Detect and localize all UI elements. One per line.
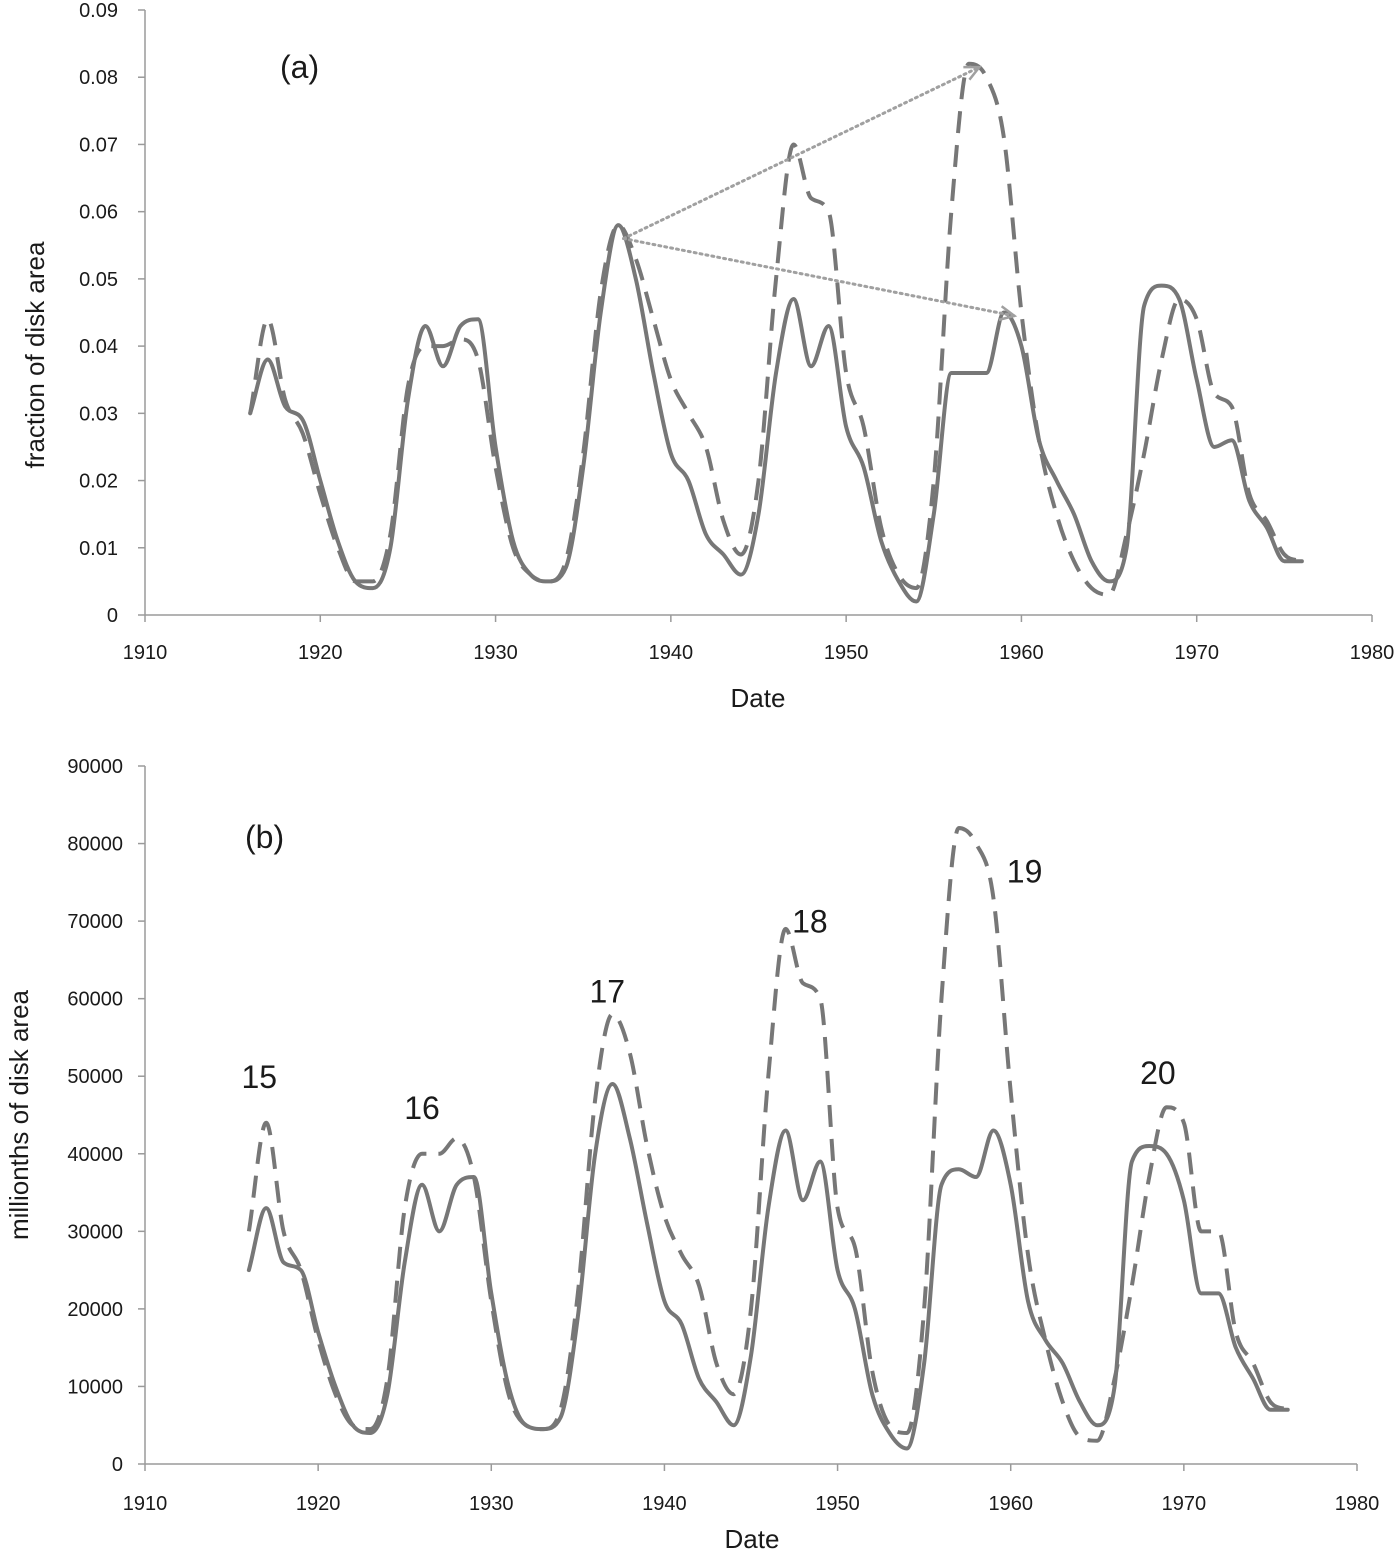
y-tick-label: 0 xyxy=(107,605,118,627)
y-axis-title-b: millionths of disk area xyxy=(4,989,34,1240)
series-solid-line xyxy=(246,1081,1290,1451)
x-axis-title-a: Date xyxy=(731,683,786,713)
y-tick-label: 0.02 xyxy=(79,471,118,493)
y-tick-label: 40000 xyxy=(67,1144,123,1166)
x-tick-label: 1970 xyxy=(1162,1493,1207,1515)
x-tick-label: 1910 xyxy=(123,642,168,664)
y-tick-label: 0.06 xyxy=(79,202,118,224)
panel-label-b: (b) xyxy=(245,819,284,855)
y-tick-label: 90000 xyxy=(67,756,123,778)
series-dashed-line xyxy=(246,826,1289,1443)
annotation-arrow-line xyxy=(622,237,1016,318)
cycle-label: 20 xyxy=(1140,1055,1176,1091)
x-tick-label: 1960 xyxy=(988,1493,1033,1515)
x-tick-label: 1940 xyxy=(649,642,694,664)
chart-panel-a: (a) fraction of disk area Date 0 0.01 0.02… xyxy=(20,0,1394,713)
y-axis-title-a: fraction of disk area xyxy=(20,241,50,468)
cycle-label: 15 xyxy=(241,1059,277,1095)
x-tick-label: 1940 xyxy=(642,1493,687,1515)
y-tick-label: 0.09 xyxy=(79,0,118,22)
y-tick-label: 50000 xyxy=(67,1066,123,1088)
y-tick-label: 70000 xyxy=(67,911,123,933)
x-tick-label: 1930 xyxy=(469,1493,514,1515)
cycle-label: 17 xyxy=(589,974,625,1010)
chart-panel-b: (b) millionths of disk area Date 0 10000 2… xyxy=(4,756,1379,1551)
x-tick-label: 1970 xyxy=(1174,642,1219,664)
cycle-label: 19 xyxy=(1007,853,1043,889)
series-solid-line xyxy=(248,223,1304,604)
annotation-arrowhead xyxy=(998,305,1018,322)
x-axis-title-b: Date xyxy=(725,1524,780,1551)
y-tick-label: 0.05 xyxy=(79,269,118,291)
x-tick-label: 1930 xyxy=(473,642,518,664)
y-tick-label: 20000 xyxy=(67,1299,123,1321)
annotation-arrow-line xyxy=(622,65,981,241)
x-tick-label: 1920 xyxy=(298,642,343,664)
y-tick-label: 0.07 xyxy=(79,134,118,156)
y-tick-label: 0.01 xyxy=(79,538,118,560)
y-tick-label: 0 xyxy=(112,1454,123,1476)
series-dashed-line xyxy=(248,61,1303,597)
y-tick-label: 60000 xyxy=(67,989,123,1011)
y-tick-label: 0.04 xyxy=(79,336,118,358)
y-tick-label: 0.03 xyxy=(79,403,118,425)
panel-label-a: (a) xyxy=(280,49,319,85)
x-tick-label: 1950 xyxy=(824,642,869,664)
y-tick-label: 30000 xyxy=(67,1221,123,1243)
cycle-label: 16 xyxy=(404,1090,440,1126)
y-tick-label: 10000 xyxy=(67,1376,123,1398)
x-tick-label: 1960 xyxy=(999,642,1044,664)
x-tick-label: 1920 xyxy=(296,1493,341,1515)
x-tick-label: 1980 xyxy=(1335,1493,1380,1515)
x-tick-label: 1950 xyxy=(815,1493,860,1515)
x-tick-label: 1980 xyxy=(1350,642,1395,664)
x-tick-label: 1910 xyxy=(123,1493,168,1515)
cycle-label: 18 xyxy=(792,904,828,940)
annotation-arrowhead xyxy=(963,65,982,81)
y-tick-label: 80000 xyxy=(67,834,123,856)
y-tick-label: 0.08 xyxy=(79,67,118,89)
